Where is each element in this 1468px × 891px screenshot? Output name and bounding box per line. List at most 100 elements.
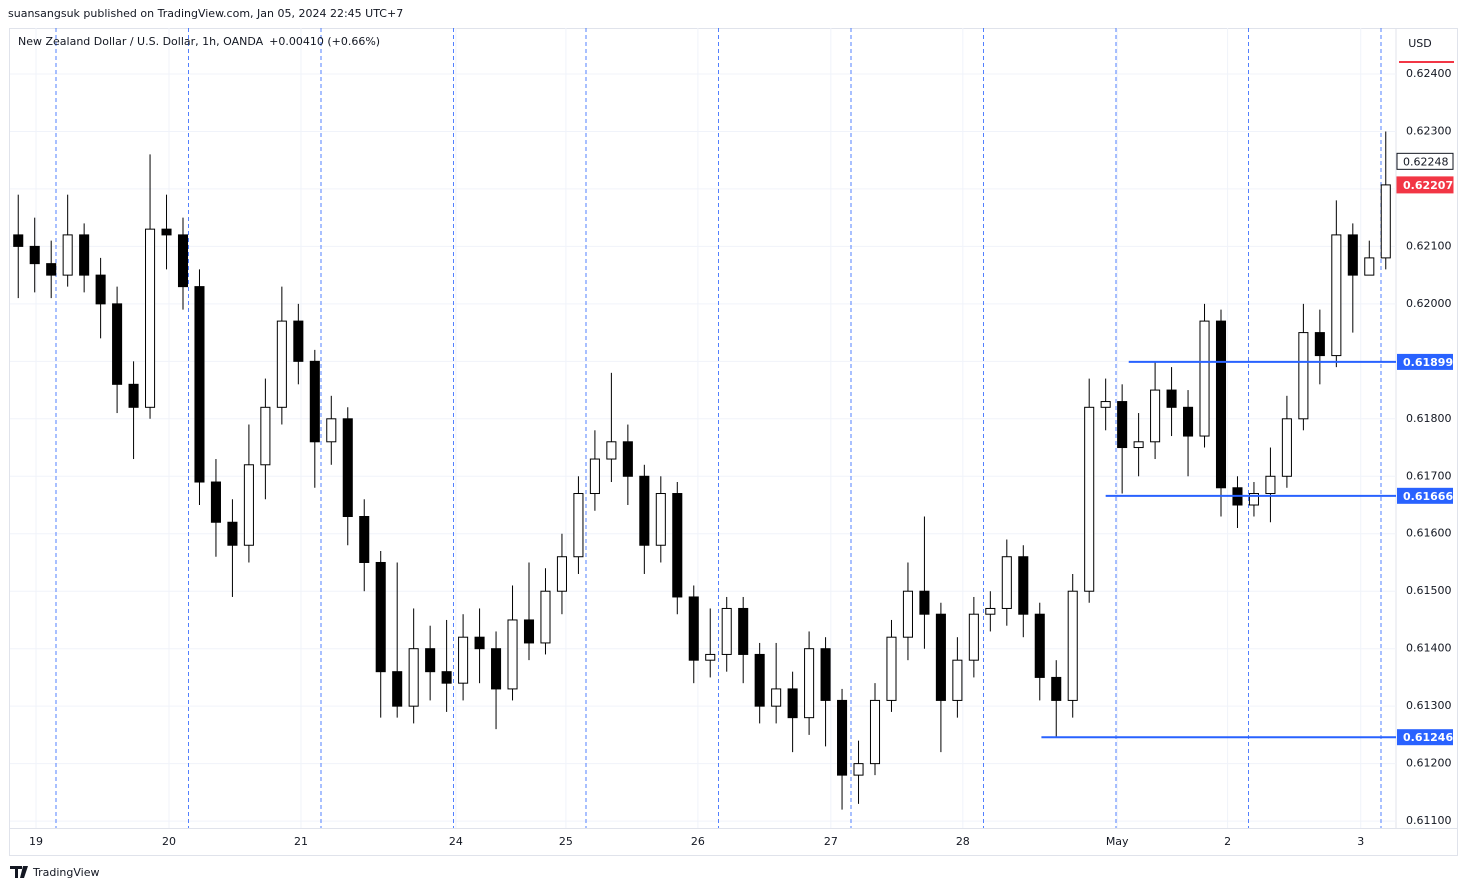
candle-body <box>112 303 123 385</box>
x-tick-label: 26 <box>691 835 705 848</box>
y-tick-label: 0.61200 <box>1406 757 1452 770</box>
x-tick-label: 2 <box>1224 835 1231 848</box>
candle-body <box>853 763 864 776</box>
candle-body <box>573 493 584 558</box>
candle-body <box>13 234 24 247</box>
candle-body <box>1265 475 1276 495</box>
candle-body <box>29 245 40 265</box>
x-tick-label: 21 <box>294 835 308 848</box>
candle-body <box>1331 234 1342 357</box>
candle-body <box>1133 441 1144 449</box>
candle-body <box>935 613 946 701</box>
candle-body <box>919 590 930 615</box>
candle-body <box>293 320 304 362</box>
price-marker-label: 0.62248 <box>1403 155 1449 168</box>
y-tick-label: 0.61100 <box>1406 814 1452 827</box>
logo <box>10 866 28 878</box>
level-badge <box>1397 353 1453 370</box>
candle-body <box>1001 556 1012 609</box>
candle-body <box>491 648 502 690</box>
candle-body <box>589 458 600 495</box>
y-tick-label: 0.61300 <box>1406 699 1452 712</box>
x-tick-label: 28 <box>956 835 970 848</box>
level-label: 0.61666 <box>1403 490 1453 503</box>
symbol-title: New Zealand Dollar / U.S. Dollar, 1h, OA… <box>18 35 264 48</box>
candle-body <box>1051 676 1062 701</box>
candle-body <box>177 234 189 288</box>
candle-body <box>1199 320 1210 437</box>
candle-body <box>1084 406 1095 592</box>
level-label: 0.61246 <box>1403 731 1453 744</box>
price-marker-label: 0.62207 <box>1403 179 1453 192</box>
candle-body <box>1166 389 1177 408</box>
candle-body <box>968 613 979 661</box>
price-marker <box>1396 176 1454 194</box>
candle-body <box>1347 234 1358 276</box>
candle-body <box>1117 401 1128 449</box>
x-tick-label: 20 <box>162 835 176 848</box>
candle-body <box>62 234 73 276</box>
candle-body <box>276 320 287 408</box>
candle-body <box>128 383 139 408</box>
candle-body <box>326 418 337 443</box>
y-tick-label: 0.61500 <box>1406 584 1452 597</box>
candle-body <box>754 653 765 707</box>
x-tick-label: 3 <box>1357 835 1364 848</box>
candle-body <box>820 648 831 701</box>
frame <box>9 28 1458 856</box>
x-tick-label: 27 <box>824 835 838 848</box>
candle-body <box>787 688 798 719</box>
candle-body <box>1248 493 1259 506</box>
candle-body <box>869 699 881 765</box>
candle-body <box>342 418 353 518</box>
candle-body <box>1314 332 1325 357</box>
candle-body <box>1150 389 1161 443</box>
candle-body <box>309 360 320 443</box>
candle-body <box>639 475 650 546</box>
candle-body <box>194 286 205 483</box>
candle-body <box>145 228 156 408</box>
candle-body <box>260 406 271 466</box>
candle-body <box>738 607 749 655</box>
x-tick-label: 24 <box>449 835 463 848</box>
candle-body <box>425 648 436 673</box>
candle-body <box>79 234 90 276</box>
candle-body <box>688 596 699 661</box>
price-marker <box>1396 152 1454 170</box>
y-tick-label: 0.62400 <box>1406 67 1452 80</box>
candle-body <box>474 636 485 650</box>
candle-body <box>441 671 452 684</box>
candle-body <box>721 607 732 655</box>
level-badge <box>1397 487 1453 504</box>
candle-body <box>507 619 518 690</box>
y-tick-label: 0.62100 <box>1406 239 1452 252</box>
level-badge <box>1397 729 1453 746</box>
candle-body <box>1215 320 1227 489</box>
candle-body <box>46 263 57 276</box>
y-tick-label: 0.61600 <box>1406 527 1452 540</box>
y-tick-label: 0.62300 <box>1406 124 1452 137</box>
candle-body <box>227 521 238 546</box>
candle-body <box>375 561 386 673</box>
candle-body <box>622 441 633 477</box>
level-label: 0.61899 <box>1403 356 1453 369</box>
candle-body <box>952 659 963 701</box>
y-tick-label: 0.62000 <box>1406 297 1452 310</box>
currency[interactable]: USD <box>1408 37 1432 50</box>
candle-body <box>1183 406 1194 437</box>
x-tick-label: 19 <box>29 835 43 848</box>
candle-body <box>771 688 782 707</box>
candle-body <box>392 671 403 707</box>
candle-body <box>1281 418 1292 477</box>
candle-body <box>705 653 716 661</box>
candle-body <box>1380 184 1391 259</box>
candle-body <box>1067 590 1078 701</box>
y-tick-label: 0.61400 <box>1406 642 1452 655</box>
candle-body <box>556 556 567 592</box>
candle-body <box>672 493 683 598</box>
candle-body <box>886 636 897 701</box>
candle-body <box>1298 332 1309 420</box>
candle-body <box>95 274 106 305</box>
